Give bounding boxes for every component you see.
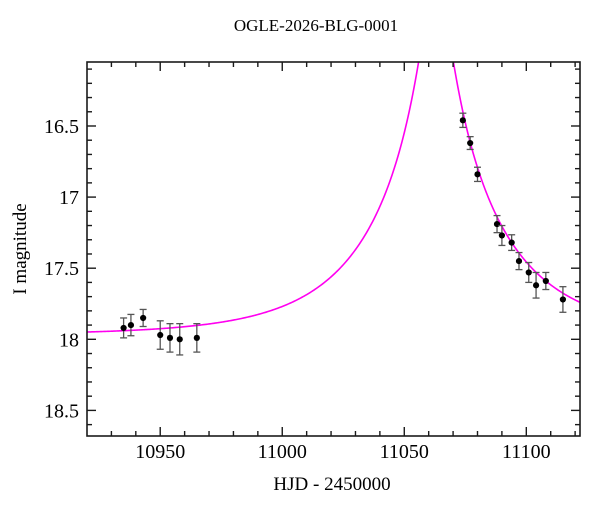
plot-frame (86, 61, 581, 437)
data-point (498, 224, 506, 247)
data-point (176, 323, 184, 356)
data-point (508, 234, 516, 252)
data-point (156, 320, 164, 350)
data-point (193, 323, 201, 353)
x-tick-label: 11100 (502, 441, 551, 463)
y-tick-label: 18.5 (44, 400, 79, 422)
data-point (525, 261, 533, 284)
y-tick-label: 16.5 (44, 116, 79, 138)
x-tick-label: 10950 (135, 441, 185, 463)
y-tick-labels: 16.5 17 17.5 18 18.5 (44, 116, 79, 422)
data-point (493, 214, 501, 234)
y-tick-label: 17.5 (44, 258, 79, 280)
data-point (139, 308, 147, 328)
data-point (542, 271, 550, 291)
model-light-curve (87, 62, 580, 333)
y-tick-label: 18 (59, 329, 79, 351)
x-tick-label: 11050 (380, 441, 429, 463)
data-point (127, 313, 135, 337)
plot-title: OGLE-2026-BLG-0001 (234, 16, 398, 35)
x-tick-labels: 10950 11000 11050 11100 (135, 441, 550, 463)
data-point (459, 112, 467, 129)
data-point (166, 323, 174, 353)
data-point (120, 317, 128, 339)
y-tick-label: 17 (59, 187, 79, 209)
axis-ticks (87, 62, 580, 436)
data-point (473, 166, 481, 183)
data-point (515, 251, 523, 271)
data-point (559, 286, 567, 313)
data-point (466, 136, 474, 151)
data-point (532, 271, 540, 299)
data-points (120, 112, 567, 356)
x-tick-label: 11000 (258, 441, 307, 463)
x-axis-label: HJD - 2450000 (273, 474, 390, 495)
y-axis-label: I magnitude (10, 203, 31, 294)
